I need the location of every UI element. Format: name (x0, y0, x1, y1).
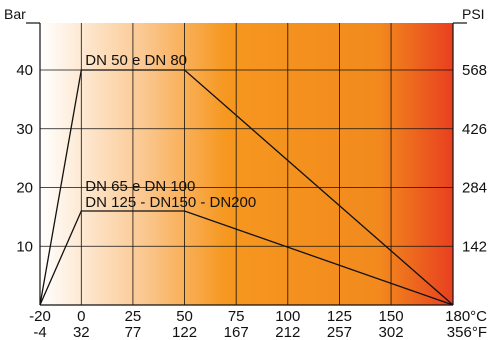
x-tick-f-50: 122 (172, 324, 197, 340)
y-left-tick-30: 30 (16, 121, 33, 138)
x-tick-c-180: 180°C (445, 308, 487, 325)
x-tick-c-25: 25 (125, 308, 142, 325)
y-right-tick-20: 284 (462, 180, 487, 197)
x-tick-f-150: 302 (379, 324, 404, 340)
annotation-dn50-dn80: DN 50 e DN 80 (85, 52, 187, 69)
y-right-tick-30: 426 (462, 121, 487, 138)
y-right-tick-10: 142 (462, 238, 487, 255)
annotation-dn65-dn100: DN 65 e DN 100 (85, 178, 195, 195)
x-tick-c-150: 150 (379, 308, 404, 325)
x-tick-f-75: 167 (224, 324, 249, 340)
annotation-dn125-dn200: DN 125 - DN150 - DN200 (85, 194, 256, 211)
x-tick-f--20: -4 (33, 324, 46, 340)
x-tick-f-100: 212 (275, 324, 300, 340)
y-right-tick-40: 568 (462, 62, 487, 79)
x-tick-c--20: -20 (29, 308, 51, 325)
x-tick-f-125: 257 (327, 324, 352, 340)
y-left-tick-10: 10 (16, 238, 33, 255)
x-tick-c-75: 75 (228, 308, 245, 325)
x-tick-c-0: 0 (77, 308, 85, 325)
x-tick-c-50: 50 (176, 308, 193, 325)
x-tick-c-100: 100 (275, 308, 300, 325)
x-tick-c-125: 125 (327, 308, 352, 325)
y-left-tick-20: 20 (16, 180, 33, 197)
x-tick-f-25: 77 (125, 324, 142, 340)
x-tick-f-180: 356°F (447, 324, 487, 340)
y-axis-right-label: PSI (462, 6, 485, 22)
y-left-tick-40: 40 (16, 62, 33, 79)
y-axis-left-label: Bar (4, 6, 26, 22)
x-tick-f-0: 32 (73, 324, 90, 340)
